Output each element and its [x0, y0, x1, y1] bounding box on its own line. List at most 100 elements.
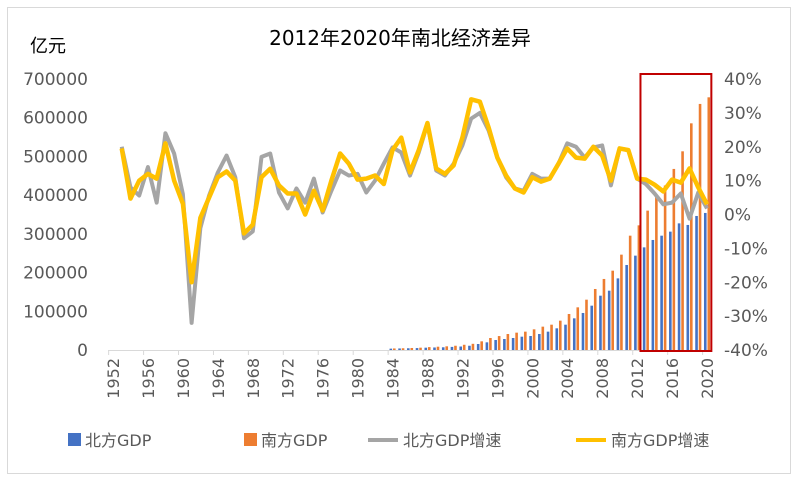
bar-south-gdp [410, 348, 413, 350]
bar-north-gdp [547, 332, 550, 350]
bar-south-gdp [568, 314, 571, 350]
bar-north-gdp [617, 278, 620, 350]
legend-swatch-south-gdp [244, 433, 257, 446]
x-tick-label: 1976 [314, 358, 333, 399]
right-tick-label: 40% [724, 70, 762, 90]
bar-north-gdp [503, 339, 506, 350]
x-tick-label: 2012 [628, 358, 647, 399]
x-tick-label: 1968 [244, 358, 263, 399]
x-tick-label: 1956 [139, 358, 158, 399]
bar-south-gdp [402, 348, 405, 350]
bar-south-gdp [428, 347, 431, 350]
bar-north-gdp [634, 256, 637, 350]
x-tick-label: 2020 [698, 358, 717, 399]
bar-south-gdp [498, 336, 501, 350]
bar-south-gdp [611, 271, 614, 350]
bar-north-gdp [416, 348, 419, 350]
bar-north-gdp [529, 336, 532, 350]
bar-north-gdp [669, 232, 672, 350]
bar-north-gdp [459, 347, 462, 350]
legend-label-south-gdp: 南方GDP [261, 431, 328, 450]
left-tick-label: 400000 [23, 186, 88, 206]
x-tick-label: 2000 [523, 358, 542, 399]
bar-south-gdp [472, 344, 475, 350]
bar-south-gdp [463, 345, 466, 350]
bar-north-gdp [555, 328, 558, 350]
left-tick-label: 300000 [23, 225, 88, 245]
left-tick-label: 600000 [23, 109, 88, 129]
bar-north-gdp [424, 348, 427, 350]
right-tick-label: -10% [724, 239, 768, 259]
left-tick-label: 700000 [23, 70, 88, 90]
bar-north-gdp [451, 347, 454, 350]
bar-north-gdp [494, 340, 497, 350]
legend-label-north-gdp: 北方GDP [85, 431, 152, 450]
bar-south-gdp [515, 333, 518, 350]
bar-south-gdp [419, 348, 422, 350]
bar-south-gdp [673, 169, 676, 350]
bar-north-gdp [442, 347, 445, 350]
legend-label-north-growth: 北方GDP增速 [403, 431, 501, 450]
right-tick-label: 10% [724, 172, 762, 192]
bar-south-gdp [489, 338, 492, 350]
right-tick-label: 20% [724, 138, 762, 158]
x-tick-label: 2016 [663, 358, 682, 399]
right-tick-label: 30% [724, 104, 762, 124]
right-tick-label: -20% [724, 273, 768, 293]
bar-north-gdp [625, 265, 628, 350]
x-tick-label: 1992 [453, 358, 472, 399]
bar-north-gdp [678, 223, 681, 350]
bar-north-gdp [407, 348, 410, 350]
bar-north-gdp [486, 342, 489, 350]
bar-south-gdp [480, 341, 483, 350]
bar-north-gdp [573, 318, 576, 350]
bar-north-gdp [687, 225, 690, 350]
bar-south-gdp [524, 332, 527, 350]
bar-north-gdp [582, 313, 585, 350]
bar-north-gdp [564, 325, 567, 350]
bar-south-gdp [690, 123, 693, 350]
y-axis-label: 亿元 [30, 36, 66, 57]
chart-title: 2012年2020年南北经济差异 [269, 26, 531, 50]
bar-north-gdp [704, 213, 707, 350]
x-tick-label: 1996 [488, 358, 507, 399]
bar-south-gdp [445, 346, 448, 350]
x-tick-label: 1964 [209, 358, 228, 399]
right-tick-label: -40% [724, 341, 768, 361]
bar-north-gdp [521, 337, 524, 350]
x-tick-label: 1984 [384, 358, 403, 399]
left-tick-label: 200000 [23, 264, 88, 284]
bar-north-gdp [390, 349, 393, 350]
x-tick-label: 1972 [279, 358, 298, 399]
bar-south-gdp [559, 321, 562, 350]
left-tick-label: 500000 [23, 147, 88, 167]
bar-north-gdp [608, 291, 611, 350]
bar-south-gdp [576, 307, 579, 350]
bar-south-gdp [542, 327, 545, 350]
x-tick-label: 1980 [349, 358, 368, 399]
bar-south-gdp [629, 236, 632, 350]
bar-south-gdp [533, 329, 536, 350]
bar-south-gdp [655, 196, 658, 350]
legend-swatch-north-gdp [68, 433, 81, 446]
bar-south-gdp [603, 279, 606, 350]
x-tick-label: 1988 [418, 358, 437, 399]
bar-south-gdp [664, 185, 667, 350]
bar-north-gdp [538, 334, 541, 350]
bar-north-gdp [652, 240, 655, 350]
bar-north-gdp [660, 236, 663, 350]
bar-north-gdp [398, 348, 401, 350]
bar-north-gdp [468, 346, 471, 350]
bar-south-gdp [507, 334, 510, 350]
bar-north-gdp [477, 344, 480, 350]
bar-south-gdp [620, 255, 623, 350]
x-tick-label: 2008 [593, 358, 612, 399]
bar-south-gdp [707, 97, 710, 350]
bar-north-gdp [599, 296, 602, 350]
right-tick-label: 0% [724, 206, 751, 226]
left-tick-label: 0 [77, 341, 88, 361]
bar-north-gdp [695, 216, 698, 350]
legend-label-south-growth: 南方GDP增速 [611, 431, 709, 450]
bar-south-gdp [585, 300, 588, 350]
